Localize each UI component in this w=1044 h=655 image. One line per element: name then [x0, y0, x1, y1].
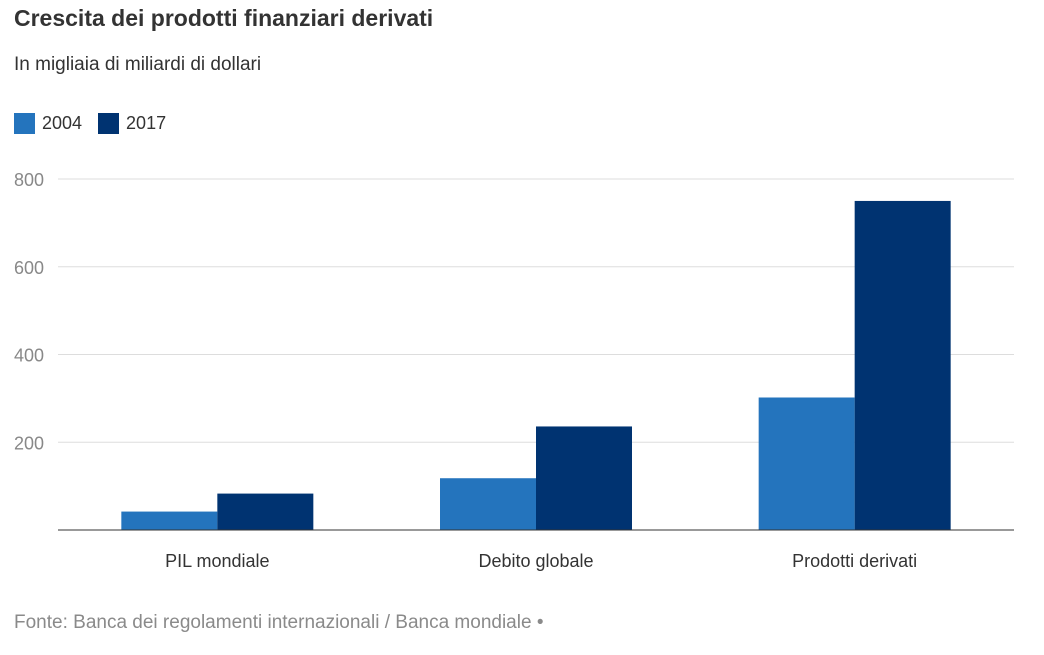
legend-label-2004: 2004	[42, 113, 83, 133]
x-tick-label-1: Debito globale	[478, 551, 593, 571]
y-tick-label-400: 400	[14, 346, 44, 366]
bar-2004-0	[121, 511, 218, 530]
legend-label-2017: 2017	[126, 113, 167, 133]
x-tick-label-2: Prodotti derivati	[792, 551, 917, 571]
source-note: Fonte: Banca dei regolamenti internazion…	[14, 612, 544, 633]
y-tick-label-600: 600	[14, 258, 44, 278]
chart-title: Crescita dei prodotti finanziari derivat…	[14, 5, 434, 31]
legend-item-2004: 2004	[14, 113, 82, 134]
y-tick-label-200: 200	[14, 433, 44, 453]
bar-2017-2	[854, 200, 951, 530]
bar-2017-0	[217, 493, 314, 530]
bar-2017-1	[536, 426, 632, 530]
bar-2004-2	[758, 397, 855, 530]
chart-subtitle: In migliaia di miliardi di dollari	[14, 54, 262, 75]
legend-item-2017: 2017	[98, 113, 166, 134]
legend-swatch-2017	[98, 113, 120, 134]
y-tick-label-800: 800	[14, 170, 44, 190]
bar-2004-1	[440, 478, 536, 530]
legend-swatch-2004	[14, 113, 35, 134]
legend: 2004 2017	[14, 113, 182, 134]
x-tick-label-0: PIL mondiale	[165, 551, 269, 571]
